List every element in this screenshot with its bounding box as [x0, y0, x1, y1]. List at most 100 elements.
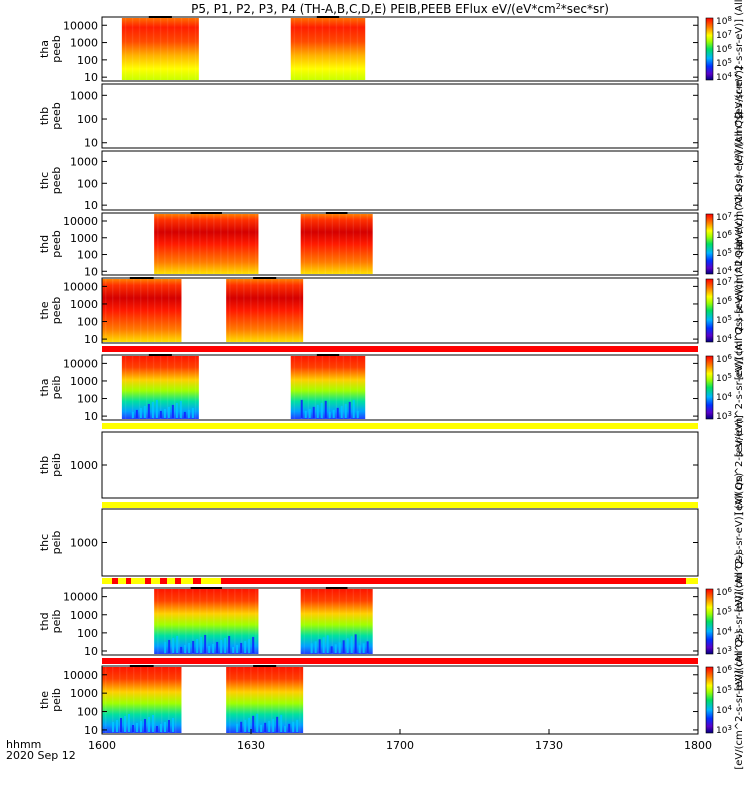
spectrogram-speckle [135, 409, 138, 418]
y-tick-label: 1000 [70, 89, 98, 102]
panel-thd-peib [154, 587, 373, 654]
spectrogram-texture [314, 356, 317, 419]
spectrogram-texture [154, 667, 156, 733]
colorbar-tick-exponent: 4 [727, 391, 732, 399]
spectrogram-texture [356, 18, 359, 80]
spectrogram-block [300, 214, 373, 274]
spectrogram-speckle [179, 400, 182, 418]
colorbar-tick-exponent: 4 [727, 333, 732, 341]
status-bar-segment [201, 578, 221, 584]
spectrogram-texture [299, 279, 301, 342]
spectrogram-texture [243, 667, 245, 733]
colorbar [705, 355, 714, 420]
colorbar [705, 588, 714, 655]
spectrogram-speckle [248, 717, 251, 732]
spectrogram-texture [227, 589, 229, 654]
colorbar-label: [eV/(cm^2-s-sr-eV)] (All Qs) [734, 552, 745, 691]
spectrogram-texture [250, 667, 252, 733]
spectrogram-speckle [310, 643, 313, 653]
spectrogram-speckle [268, 720, 271, 732]
colorbar-label: [eV/(cm^2-s-sr-eV)] (All Qs) [734, 630, 745, 769]
spectrogram-speckle [159, 410, 162, 418]
status-bar-segment [661, 578, 698, 584]
spectrogram-texture [112, 667, 114, 733]
spectrogram-speckle [132, 725, 134, 732]
y-axis-label: thapeeb [38, 35, 63, 63]
status-bar-segment [112, 578, 118, 584]
spectrogram-speckle [200, 636, 203, 653]
y-tick-label: 100 [77, 113, 98, 126]
colorbar-tick-base: 10 [716, 59, 728, 69]
panel-frame [101, 150, 699, 211]
y-axis-label: thdpeeb [38, 230, 63, 258]
spectrogram-speckle [280, 714, 283, 732]
spectrogram-texture [229, 279, 231, 342]
spectrogram-texture [192, 214, 194, 274]
spectrogram-texture [194, 18, 197, 80]
x-tick-label: 1630 [237, 739, 265, 752]
y-axis-label-probe: the [38, 691, 51, 709]
spectrogram-block [102, 279, 182, 342]
status-bar [102, 423, 698, 429]
colorbar-tick-exponent: 6 [727, 353, 732, 361]
chart-title: P5, P1, P2, P3, P4 (TH-A,B,C,D,E) PEIB,P… [191, 2, 609, 16]
spectrogram-texture [271, 279, 273, 342]
colorbar-tick-base: 10 [716, 73, 728, 83]
colorbar-tick-exponent: 6 [727, 664, 732, 672]
spectrogram-texture [178, 214, 180, 274]
spectrogram-texture [285, 667, 287, 733]
spectrogram-speckle [143, 405, 146, 418]
spectrogram-texture [159, 18, 162, 80]
colorbar-tick-base: 10 [716, 726, 728, 736]
colorbar-label: [eV/(cm^2-s-sr-eV)] (All Qs) [734, 0, 745, 119]
y-axis-label: thbpeib [38, 453, 63, 477]
y-tick-label: 10000 [63, 280, 98, 293]
y-axis-label: thbpeeb [38, 102, 63, 130]
spectrogram-speckle [175, 402, 178, 418]
spectrogram-speckle [128, 714, 130, 732]
spectrogram-speckle [352, 399, 355, 418]
y-tick-label: 100 [77, 627, 98, 640]
y-axis-label-product: peeb [50, 102, 63, 130]
spectrogram-speckle [316, 404, 319, 418]
spectrogram-speckle [318, 639, 321, 653]
spectrogram-texture [241, 589, 243, 654]
spectrogram-speckle [220, 639, 223, 653]
spectrogram-texture [161, 667, 163, 733]
spectrogram-texture [220, 214, 222, 274]
status-bar-segment [193, 578, 201, 584]
spectrogram-texture [352, 214, 355, 274]
spectrogram-texture [314, 18, 317, 80]
colorbar-tick-label: 104 [716, 704, 732, 716]
spectrogram-texture [299, 667, 301, 733]
spectrogram-speckle [236, 723, 239, 732]
status-bar-segment [261, 578, 301, 584]
spectrogram-texture [236, 667, 238, 733]
panel-frame [101, 665, 699, 735]
spectrogram-texture [166, 356, 169, 419]
spectrogram-texture [138, 356, 141, 419]
spectrogram-speckle [116, 720, 118, 732]
status-bar-segment [167, 578, 175, 584]
y-tick-label: 1000 [70, 37, 98, 50]
colorbar-label: [eV/(cm^2-s-sr-eV)] (All Qs) [734, 473, 745, 612]
spectrogram-speckle [362, 643, 365, 653]
spectrogram-speckle [336, 407, 339, 418]
spectrogram-texture [324, 589, 327, 654]
spectrogram-speckle [332, 409, 335, 418]
colorbar-tick-label: 104 [716, 625, 732, 637]
y-tick-label: 1000 [70, 298, 98, 311]
spectrogram-speckle [346, 638, 349, 653]
spectrogram-speckle [191, 407, 194, 418]
spectrogram-speckle [252, 715, 255, 732]
spectrogram-speckle [248, 638, 251, 653]
spectrogram-texture [328, 18, 331, 80]
colorbar-label: [eV/(cm^2-s-sr-eV)] [734, 66, 745, 166]
y-axis-label-probe: thb [38, 456, 51, 474]
spectrogram-speckle [276, 716, 279, 732]
spectrogram-texture [257, 279, 259, 342]
colorbar-tick-label: 107 [716, 29, 732, 41]
spectrogram-texture [236, 279, 238, 342]
spectrogram-speckle [244, 640, 247, 653]
